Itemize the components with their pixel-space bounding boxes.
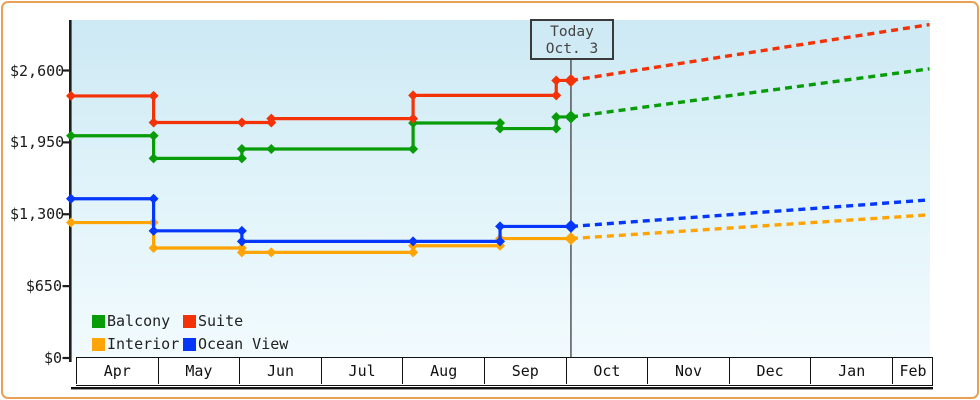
plot-background — [71, 20, 930, 358]
series-point-ocean-view — [495, 236, 506, 247]
today-point-ocean-view — [564, 219, 578, 233]
today-label: Today — [550, 24, 594, 40]
bottom-baseline — [71, 387, 933, 390]
series-point-suite — [408, 113, 419, 124]
legend-swatch — [92, 314, 105, 328]
series-point-balcony — [551, 123, 562, 134]
series-point-balcony — [236, 144, 247, 155]
month-cell-sep: Sep — [484, 358, 566, 384]
series-point-suite — [551, 75, 562, 86]
today-point-suite — [564, 73, 578, 87]
legend-label: Suite — [198, 312, 244, 330]
series-point-suite — [408, 90, 419, 101]
legend-item-interior: Interior — [92, 335, 180, 353]
series-point-ocean-view — [148, 193, 159, 204]
legend-swatch — [92, 337, 105, 351]
legend-item-suite: Suite — [183, 312, 244, 330]
series-point-ocean-view — [236, 236, 247, 247]
series-point-balcony — [495, 118, 506, 129]
series-point-interior — [66, 217, 76, 228]
series-point-suite — [148, 90, 159, 101]
month-cell-feb: Feb — [892, 358, 933, 384]
y-tick-label: $1,300 — [10, 205, 65, 224]
month-axis: Apr May Jun Jul Aug Sep Oct Nov Dec Jan Feb — [76, 357, 933, 386]
legend-swatch — [183, 314, 196, 328]
legend-item-ocean-view: Ocean View — [183, 335, 289, 353]
series-point-interior — [148, 242, 159, 253]
series-point-balcony — [236, 153, 247, 164]
series-point-balcony — [148, 130, 159, 141]
series-point-balcony — [495, 123, 506, 134]
month-cell-apr: Apr — [76, 358, 158, 384]
series-point-interior — [236, 247, 247, 258]
legend-label: Ocean View — [198, 335, 289, 353]
month-cell-nov: Nov — [647, 358, 729, 384]
series-point-ocean-view — [148, 225, 159, 236]
month-cell-jan: Jan — [810, 358, 892, 384]
y-tick-mark — [62, 69, 71, 72]
today-date: Oct. 3 — [545, 41, 599, 57]
y-tick-label: $0 — [43, 349, 62, 367]
month-cell-jun: Jun — [239, 358, 321, 384]
series-point-balcony — [148, 153, 159, 164]
series-point-suite — [551, 90, 562, 101]
series-point-ocean-view — [236, 225, 247, 236]
today-point-interior — [564, 232, 578, 246]
month-cell-oct: Oct — [565, 358, 648, 384]
series-point-suite — [148, 117, 159, 128]
series-point-balcony — [408, 144, 419, 155]
legend-item-balcony: Balcony — [92, 312, 171, 330]
y-tick-mark — [62, 141, 71, 144]
y-tick-mark — [62, 213, 71, 216]
series-point-interior — [408, 247, 419, 258]
series-point-suite — [266, 113, 277, 124]
y-tick-mark — [62, 356, 71, 360]
today-box: Today Oct. 3 — [530, 19, 614, 60]
today-point-balcony — [564, 110, 578, 124]
forecast-line-suite — [570, 22, 930, 83]
series-point-suite — [236, 117, 247, 128]
y-tick-label: $2,600 — [10, 61, 65, 80]
y-tick-label: $650 — [25, 277, 62, 296]
legend-label: Balcony — [107, 312, 171, 330]
month-cell-may: May — [157, 358, 240, 384]
y-tick-label: $1,950 — [10, 133, 65, 152]
month-cell-jul: Jul — [320, 358, 403, 384]
series-point-balcony — [66, 130, 76, 141]
y-axis-line — [69, 20, 72, 362]
series-point-balcony — [266, 144, 277, 155]
series-point-balcony — [551, 111, 562, 122]
series-point-interior — [266, 247, 277, 258]
series-point-ocean-view — [66, 193, 76, 204]
forecast-line-balcony — [570, 67, 930, 119]
month-cell-aug: Aug — [402, 358, 484, 384]
series-point-suite — [66, 90, 76, 101]
y-tick-mark — [62, 285, 71, 288]
series-point-ocean-view — [408, 236, 419, 247]
legend-label: Interior — [107, 335, 180, 353]
month-cell-dec: Dec — [728, 358, 811, 384]
series-point-ocean-view — [495, 221, 506, 232]
legend-swatch — [183, 337, 196, 351]
